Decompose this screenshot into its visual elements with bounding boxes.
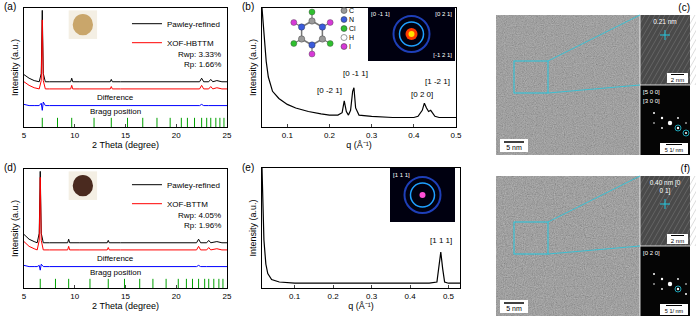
svg-text:(f): (f)	[681, 163, 690, 174]
svg-text:[3 0 0]: [3 0 0]	[643, 98, 660, 104]
svg-text:5 nm: 5 nm	[506, 305, 522, 312]
svg-text:0.1: 0.1	[282, 131, 294, 140]
svg-text:[1 1 1]: [1 1 1]	[393, 172, 410, 178]
svg-text:0.2: 0.2	[328, 292, 340, 301]
html-text:(a): (a)	[4, 1, 17, 12]
svg-text:[0 2 0]: [0 2 0]	[411, 90, 433, 99]
svg-text:[0 -1 1]: [0 -1 1]	[371, 11, 390, 17]
svg-text:Cl: Cl	[349, 25, 356, 32]
svg-text:H: H	[349, 34, 354, 41]
svg-text:Rp: 1.66%: Rp: 1.66%	[184, 60, 221, 69]
svg-text:5 1/ nm: 5 1/ nm	[665, 147, 684, 153]
svg-text:2 nm: 2 nm	[671, 238, 684, 244]
svg-text:0.3: 0.3	[366, 131, 378, 140]
svg-text:5 nm: 5 nm	[506, 144, 522, 151]
svg-text:[0 -2 1]: [0 -2 1]	[317, 86, 342, 95]
svg-text:0.5: 0.5	[443, 292, 455, 301]
svg-text:[1 -2 1]: [1 -2 1]	[425, 77, 450, 86]
svg-text:Difference: Difference	[97, 254, 134, 263]
svg-text:0.2: 0.2	[324, 131, 336, 140]
svg-text:0.1: 0.1	[289, 292, 301, 301]
svg-text:25: 25	[223, 292, 232, 301]
svg-text:15: 15	[121, 292, 130, 301]
svg-text:XOF-HBTTM: XOF-HBTTM	[167, 39, 214, 48]
svg-text:5 1/ nm: 5 1/ nm	[665, 308, 684, 314]
svg-text:Intensity (a.u.): Intensity (a.u.)	[10, 200, 20, 257]
html-text:(b): (b)	[242, 1, 255, 12]
svg-text:[0 2 1]: [0 2 1]	[435, 11, 452, 17]
html-text:(d): (d)	[4, 162, 17, 173]
svg-text:Bragg position: Bragg position	[90, 268, 141, 277]
svg-text:Intensity (a.u.): Intensity (a.u.)	[10, 39, 20, 96]
svg-text:0.40 nm [0: 0.40 nm [0	[650, 179, 681, 187]
svg-text:15: 15	[121, 131, 130, 140]
svg-text:[5 0 0]: [5 0 0]	[643, 89, 660, 95]
svg-text:[0 2 0]: [0 2 0]	[643, 250, 660, 256]
svg-text:10: 10	[70, 131, 79, 140]
svg-text:2 Theta (degree): 2 Theta (degree)	[92, 301, 159, 311]
svg-text:Intensity (a.u.): Intensity (a.u.)	[248, 199, 258, 256]
svg-text:Rwp: 3.33%: Rwp: 3.33%	[178, 50, 221, 59]
svg-text:Intensity (a.u.): Intensity (a.u.)	[248, 39, 258, 96]
svg-text:q (Å⁻¹): q (Å⁻¹)	[346, 140, 372, 150]
svg-text:(c): (c)	[678, 2, 690, 13]
svg-text:C: C	[349, 7, 354, 14]
svg-text:0 1]: 0 1]	[660, 187, 671, 195]
svg-text:10: 10	[70, 292, 79, 301]
svg-text:Rp: 1.96%: Rp: 1.96%	[184, 221, 221, 230]
svg-text:Difference: Difference	[97, 93, 134, 102]
svg-text:20: 20	[172, 131, 181, 140]
svg-text:N: N	[349, 16, 354, 23]
svg-text:Rwp: 4.05%: Rwp: 4.05%	[178, 211, 221, 220]
svg-text:0.5: 0.5	[450, 131, 462, 140]
svg-text:q (Å⁻¹): q (Å⁻¹)	[348, 301, 374, 311]
svg-text:5: 5	[22, 131, 27, 140]
svg-text:[-1 2 1]: [-1 2 1]	[433, 52, 452, 58]
svg-text:0.21 nm: 0.21 nm	[653, 18, 677, 25]
svg-text:0.4: 0.4	[408, 131, 420, 140]
svg-text:I: I	[349, 43, 351, 50]
svg-text:25: 25	[223, 131, 232, 140]
svg-text:[0 -1 1]: [0 -1 1]	[343, 69, 368, 78]
svg-text:0.3: 0.3	[366, 292, 378, 301]
svg-text:[1 1 1]: [1 1 1]	[430, 236, 452, 245]
svg-text:XOF-BTTM: XOF-BTTM	[167, 200, 208, 209]
svg-text:Bragg position: Bragg position	[90, 107, 141, 116]
svg-text:Pawley-refined: Pawley-refined	[167, 20, 220, 29]
html-text:(e): (e)	[242, 162, 255, 173]
svg-text:20: 20	[172, 292, 181, 301]
svg-text:Pawley-refined: Pawley-refined	[167, 181, 220, 190]
svg-text:2 Theta (degree): 2 Theta (degree)	[92, 140, 159, 150]
svg-text:5: 5	[22, 292, 27, 301]
svg-text:2 nm: 2 nm	[671, 77, 684, 83]
svg-text:0.4: 0.4	[404, 292, 416, 301]
